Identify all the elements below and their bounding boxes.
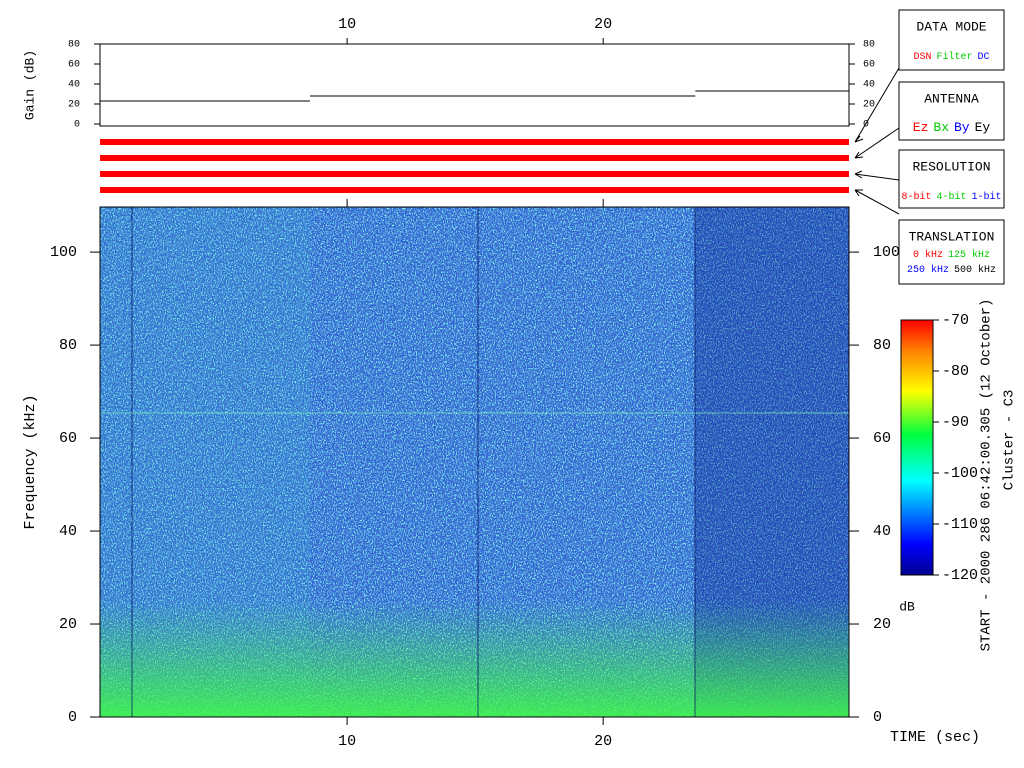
legend-row: 8-bit 4-bit 1-bit [901,191,1001,203]
legend-item: Ez [913,120,929,135]
legend-box [898,9,1005,71]
y-tick-label: 80 [863,40,875,51]
legend-item: 4-bit [936,191,966,203]
legend-row: 250 kHz 500 kHz [907,264,996,276]
y-tick-label: 20 [68,100,80,111]
legend-title: DATA MODE [916,19,986,34]
y-tick-label: 40 [68,80,80,91]
colorbar-tick-label: -90 [942,414,969,431]
legend-item: 500 kHz [954,264,996,276]
colorbar-tick-label: -70 [942,312,969,329]
status-bar [100,139,849,145]
x-tick-label: 20 [594,16,612,33]
cluster-label: Cluster - C3 [1002,390,1018,491]
y-tick-label: 80 [59,337,77,354]
y-tick-label: 0 [74,120,80,131]
y-tick-label: 80 [873,337,891,354]
legend-row: DSN Filter DC [913,51,989,63]
y-tick-label: 0 [873,709,882,726]
x-axis-label: TIME (sec) [890,729,980,746]
y-tick-label: 80 [68,40,80,51]
y-tick-label: 40 [59,523,77,540]
legend-row: 0 kHz 125 kHz [913,249,990,261]
colorbar-tick-label: -120 [942,567,978,584]
legend-title: TRANSLATION [909,229,995,244]
y-tick-label: 60 [68,60,80,71]
colorbar [900,319,934,576]
legend-item: 1-bit [972,191,1002,203]
x-tick-label: 10 [338,733,356,750]
x-tick-label: 20 [594,733,612,750]
legend-item: Filter [936,51,972,63]
colorbar-tick-label: -100 [942,465,978,482]
legend-item: 125 kHz [948,249,990,261]
x-tick-label: 10 [338,16,356,33]
y-tick-label: 0 [68,709,77,726]
legend-item: 8-bit [901,191,931,203]
status-bar [100,171,849,177]
y-tick-label: 20 [59,616,77,633]
legend-item: By [954,120,970,135]
y-tick-label: 40 [873,523,891,540]
y-axis-label: Frequency (kHz) [22,394,39,529]
y-tick-label: 0 [863,120,869,131]
gain-frame [99,43,850,127]
legend-box [898,81,1005,141]
legend-item: DC [978,52,990,63]
legend-item: 0 kHz [913,249,943,261]
y-tick-label: 40 [863,80,875,91]
y-tick-label: 60 [59,430,77,447]
status-bar [100,187,849,193]
y-tick-label: 100 [50,244,77,261]
legend-item: DSN [913,52,931,63]
colorbar-label: dB [899,599,915,614]
legend-item: Bx [933,120,949,135]
status-bar [100,155,849,161]
y-tick-label: 20 [873,616,891,633]
spectrogram-frame [99,206,850,718]
legend-row: Ez Bx By Ey [913,120,991,135]
colorbar-tick-label: -80 [942,363,969,380]
legend-title: RESOLUTION [912,159,990,174]
y-axis-label: Gain (dB) [22,50,37,120]
spectrogram-texture [100,207,849,717]
legend-box [898,219,1005,285]
legend-box [898,149,1005,209]
colorbar-tick-label: -110 [942,516,978,533]
arrows [854,67,900,215]
y-tick-label: 100 [873,244,900,261]
start-label: START - 2000 286 06:42:00.305 (12 Octobe… [979,299,995,652]
legend-title: ANTENNA [924,91,979,106]
y-tick-label: 20 [863,100,875,111]
legend-item: 250 kHz [907,264,949,276]
legend-item: Ey [975,120,991,135]
y-tick-label: 60 [863,60,875,71]
y-tick-label: 60 [873,430,891,447]
